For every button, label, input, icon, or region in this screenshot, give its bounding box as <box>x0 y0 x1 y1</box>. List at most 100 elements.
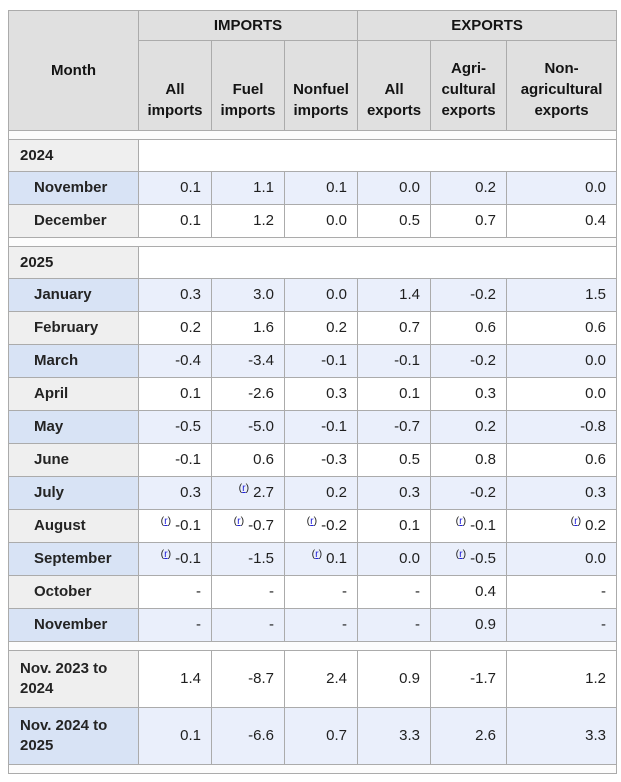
cell-value: -0.2 <box>470 352 497 369</box>
cell-value: -0.1 <box>175 517 201 534</box>
value-cell: - <box>357 575 432 609</box>
cell-value: 0.5 <box>399 212 421 229</box>
cell-value: -2.6 <box>248 385 274 402</box>
cell-value: - <box>269 616 274 633</box>
value-cell: 3.3 <box>357 707 432 765</box>
value-cell: -6.6 <box>211 707 285 765</box>
cell-value: 0.3 <box>585 484 607 501</box>
value-cell: 1.6 <box>211 311 285 345</box>
all-exports-column-header: All exports <box>357 40 432 131</box>
value-cell: - <box>138 608 212 642</box>
cell-value: 0.2 <box>475 418 497 435</box>
cell-value: -0.1 <box>470 517 497 534</box>
revised-footnote-link[interactable]: r <box>459 548 463 560</box>
value-cell: 0.7 <box>283 707 359 765</box>
month-label: January <box>8 278 139 312</box>
value-cell: 0.2 <box>430 410 508 444</box>
value-cell: (r) 2.7 <box>211 476 285 510</box>
agricultural-exports-column-header: Agri- cultural exports <box>430 40 508 131</box>
month-label: September <box>8 542 139 576</box>
value-cell: 0.1 <box>357 509 432 543</box>
cell-value: 0.3 <box>180 484 201 501</box>
month-label: February <box>8 311 139 345</box>
revised-footnote-link[interactable]: r <box>237 515 241 527</box>
revised-footnote-link[interactable]: r <box>459 515 463 527</box>
value-cell: 0.0 <box>283 204 359 238</box>
table-body: 2024 November 0.1 1.1 0.1 0.0 0.2 0.0 December 0.… <box>7 130 618 774</box>
value-cell: 0.0 <box>506 542 618 576</box>
value-cell: (r) -0.7 <box>211 509 285 543</box>
cell-value: -0.2 <box>470 484 497 501</box>
cell-value: -0.1 <box>321 352 348 369</box>
nonagricultural-exports-column-header: Non- agricultural exports <box>506 40 618 131</box>
value-cell: 0.0 <box>283 278 359 312</box>
spacer-row <box>7 641 618 651</box>
table-row-nov-2024-to-2025: Nov. 2024 to 2025 0.1 -6.6 0.7 3.3 2.6 3.3 <box>8 707 618 765</box>
value-cell: -2.6 <box>211 377 285 411</box>
revised-marker: (r) <box>306 515 318 527</box>
month-label: April <box>8 377 139 411</box>
value-cell: 0.5 <box>357 443 432 477</box>
value-cell: -0.2 <box>430 476 508 510</box>
revised-footnote-link[interactable]: r <box>574 515 578 527</box>
cell-value: -8.7 <box>248 670 274 687</box>
table-row-june: June -0.1 0.6 -0.3 0.5 0.8 0.6 <box>8 443 618 477</box>
revised-footnote-link[interactable]: r <box>164 548 168 560</box>
cell-value: 0.1 <box>180 212 201 229</box>
value-cell: 0.1 <box>138 707 212 765</box>
nonfuel-imports-column-header: Nonfuel imports <box>283 40 359 131</box>
value-cell: 0.0 <box>357 542 432 576</box>
cell-value: 3.3 <box>399 727 421 744</box>
revised-marker: (r) <box>238 482 250 494</box>
table-row-november: November 0.1 1.1 0.1 0.0 0.2 0.0 <box>8 171 618 205</box>
value-cell: 0.3 <box>506 476 618 510</box>
cell-value: -0.3 <box>321 451 348 468</box>
cell-value: -3.4 <box>248 352 274 369</box>
month-label: May <box>8 410 139 444</box>
month-label: November <box>8 608 139 642</box>
cell-value: - <box>196 616 201 633</box>
table-header: Month IMPORTS EXPORTS All imports Fuel i… <box>8 10 618 131</box>
cell-value: 0.3 <box>399 484 421 501</box>
cell-value: 0.6 <box>253 451 274 468</box>
revised-footnote-link[interactable]: r <box>242 482 246 494</box>
value-cell: - <box>211 608 285 642</box>
cell-value: 0.0 <box>326 286 348 303</box>
value-cell: 0.2 <box>430 171 508 205</box>
revised-footnote-link[interactable]: r <box>164 515 168 527</box>
cell-value: 0.7 <box>326 727 348 744</box>
cell-value: 3.3 <box>585 727 607 744</box>
cell-value: 0.4 <box>585 212 607 229</box>
cell-value: 1.4 <box>399 286 421 303</box>
value-cell: - <box>138 575 212 609</box>
value-cell: -0.5 <box>138 410 212 444</box>
cell-value: - <box>415 583 421 600</box>
revised-marker: (r) <box>233 515 245 527</box>
value-cell: -0.1 <box>283 410 359 444</box>
value-cell: 0.0 <box>506 344 618 378</box>
revised-footnote-link[interactable]: r <box>315 548 319 560</box>
cell-value: 1.4 <box>180 670 201 687</box>
spacer-row <box>7 237 618 247</box>
value-cell: 0.3 <box>138 278 212 312</box>
price-index-table: Month IMPORTS EXPORTS All imports Fuel i… <box>7 10 618 774</box>
cell-value: 0.8 <box>475 451 497 468</box>
value-cell: 1.4 <box>138 650 212 708</box>
cell-value: 0.0 <box>585 179 607 196</box>
cell-value: 0.9 <box>475 616 497 633</box>
section-spacer <box>7 641 618 651</box>
cell-value: 0.2 <box>326 319 348 336</box>
value-cell: 0.5 <box>357 204 432 238</box>
value-cell: 1.2 <box>211 204 285 238</box>
section-spacer <box>7 764 618 774</box>
cell-value: 0.6 <box>585 451 607 468</box>
value-cell: 0.0 <box>506 377 618 411</box>
cell-value: 0.9 <box>399 670 421 687</box>
year-row-filler <box>137 139 618 172</box>
cell-value: 0.1 <box>399 517 421 534</box>
value-cell: (r) -0.1 <box>138 542 212 576</box>
table-row-october: October - - - - 0.4 - <box>8 575 618 609</box>
value-cell: 0.4 <box>430 575 508 609</box>
value-cell: (r) -0.2 <box>283 509 359 543</box>
revised-footnote-link[interactable]: r <box>310 515 314 527</box>
